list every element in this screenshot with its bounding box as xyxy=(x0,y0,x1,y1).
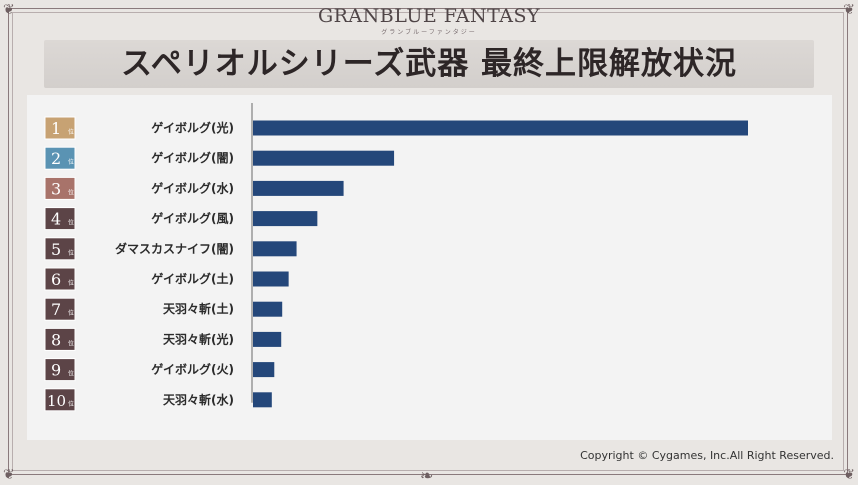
inner-frame xyxy=(12,12,844,471)
category-label: 天羽々斬(水) xyxy=(163,392,234,407)
rank-number: 3 xyxy=(51,179,61,198)
category-label: ダマスカスナイフ(闇) xyxy=(115,241,234,256)
rank-badge xyxy=(44,358,76,382)
bar xyxy=(253,331,282,347)
bar-chart: 1 位ゲイボルグ(光)2 位ゲイボルグ(闇)3 位ゲイボルグ(水)4 位ゲイボルグ(風)… xyxy=(44,103,748,412)
rank-number: 6 xyxy=(51,270,61,289)
rank-badge xyxy=(44,146,76,170)
rank-badge xyxy=(44,388,76,412)
corner-ornament-bottom-left: ❦ xyxy=(3,467,15,483)
category-label: ゲイボルグ(光) xyxy=(151,120,234,135)
category-label: ゲイボルグ(風) xyxy=(151,211,234,226)
rank-badge xyxy=(44,267,76,291)
bar xyxy=(253,271,289,287)
rank-number: 2 xyxy=(51,149,61,168)
bar xyxy=(253,301,283,317)
category-label: 天羽々斬(土) xyxy=(163,301,234,316)
title-band xyxy=(44,40,814,88)
outer-frame xyxy=(8,8,848,475)
rank-number: 7 xyxy=(51,300,61,319)
page-title: スペリオルシリーズ武器 最終上限解放状況 xyxy=(120,46,738,82)
rank-suffix: 位 xyxy=(68,158,74,166)
rank-suffix: 位 xyxy=(68,219,74,227)
rank-suffix: 位 xyxy=(68,370,74,378)
copyright-notice: Copyright © Cygames, Inc.All Right Reser… xyxy=(580,449,834,462)
category-label: ゲイボルグ(水) xyxy=(151,180,234,195)
brand-logo: GRANBLUE FANTASY xyxy=(317,5,541,27)
rank-suffix: 位 xyxy=(68,339,74,347)
category-label: 天羽々斬(光) xyxy=(163,331,234,346)
rank-number: 4 xyxy=(51,210,61,229)
bar xyxy=(253,120,748,136)
rank-suffix: 位 xyxy=(68,249,74,257)
bar xyxy=(253,180,344,196)
bottom-center-ornament: ❧ xyxy=(420,466,434,485)
bar xyxy=(253,150,395,166)
rank-suffix: 位 xyxy=(68,400,74,408)
rank-number: 5 xyxy=(51,240,61,259)
rank-badge xyxy=(44,176,76,200)
rank-badge xyxy=(44,207,76,231)
category-label: ゲイボルグ(土) xyxy=(151,271,234,286)
rank-badge xyxy=(44,116,76,140)
rank-suffix: 位 xyxy=(68,188,74,196)
rank-suffix: 位 xyxy=(68,128,74,136)
brand-logo-subtitle: グランブルーファンタジー xyxy=(381,29,477,36)
rank-badge xyxy=(44,327,76,351)
bar xyxy=(253,392,272,408)
corner-ornament-top-left: ❦ xyxy=(3,2,15,18)
rank-number: 1 xyxy=(51,119,61,138)
rank-number: 10 xyxy=(47,392,66,410)
bar xyxy=(253,362,275,378)
rank-number: 8 xyxy=(51,330,61,349)
chart-panel: 1 位ゲイボルグ(光) 2 位ゲイボルグ(闇) 3 位ゲイボルグ(水) 4 位ゲイボルグ(風)… xyxy=(27,95,832,440)
corner-ornament-bottom-right: ❦ xyxy=(843,467,855,483)
rank-number: 9 xyxy=(51,361,61,380)
bar xyxy=(253,211,318,227)
rank-suffix: 位 xyxy=(68,279,74,287)
bar xyxy=(253,241,297,257)
rank-badge xyxy=(44,297,76,321)
rank-suffix: 位 xyxy=(68,309,74,317)
rank-badge xyxy=(44,237,76,261)
corner-ornament-top-right: ❦ xyxy=(843,2,855,18)
category-label: ゲイボルグ(火) xyxy=(151,362,234,377)
category-label: ゲイボルグ(闇) xyxy=(151,150,234,165)
